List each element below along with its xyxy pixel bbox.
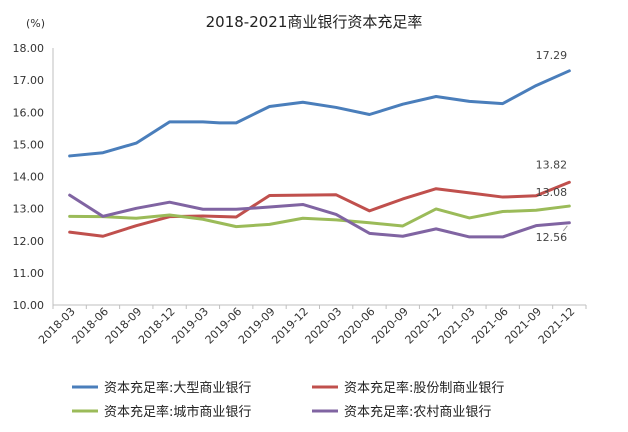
y-tick-label: 18.00 bbox=[13, 42, 45, 55]
series-line-1 bbox=[68, 69, 571, 158]
end-value-label: 12.56 bbox=[536, 231, 568, 244]
y-tick-label: 13.00 bbox=[13, 203, 45, 216]
y-tick-label: 10.00 bbox=[13, 299, 45, 312]
end-value-label: 17.29 bbox=[536, 49, 568, 62]
y-tick-label: 16.00 bbox=[13, 106, 45, 119]
end-value-label: 13.82 bbox=[536, 158, 568, 171]
x-tick-labels: 2018-032018-062018-092018-122019-032019-… bbox=[36, 305, 587, 347]
y-tick-label: 14.00 bbox=[13, 171, 45, 184]
end-label-leader bbox=[562, 225, 568, 232]
y-tick-label: 12.00 bbox=[13, 235, 45, 248]
series-lines bbox=[68, 69, 571, 239]
series-line-3 bbox=[68, 204, 571, 229]
legend-label: 资本充足率:城市商业银行 bbox=[104, 404, 251, 420]
y-tick-label: 11.00 bbox=[13, 267, 45, 280]
legend-label: 资本充足率:大型商业银行 bbox=[104, 380, 251, 396]
y-tick-labels: 10.00 11.00 12.00 13.00 14.00 15.00 16.00 17.00… bbox=[13, 42, 45, 312]
legend-label: 资本充足率:农村商业银行 bbox=[344, 404, 491, 420]
x-tick-label: 2021-12 bbox=[536, 305, 578, 347]
series-line-4 bbox=[68, 193, 571, 239]
end-value-label: 13.08 bbox=[536, 186, 568, 199]
end-value-labels: 17.29 13.82 13.08 12.56 bbox=[536, 49, 568, 244]
y-unit-label: (%) bbox=[26, 17, 45, 30]
chart-title: 2018-2021商业银行资本充足率 bbox=[206, 13, 423, 31]
y-tick-label: 17.00 bbox=[13, 74, 45, 87]
legend-label: 资本充足率:股份制商业银行 bbox=[344, 380, 504, 396]
y-tick-label: 15.00 bbox=[13, 138, 45, 151]
series-line-2 bbox=[68, 180, 571, 238]
